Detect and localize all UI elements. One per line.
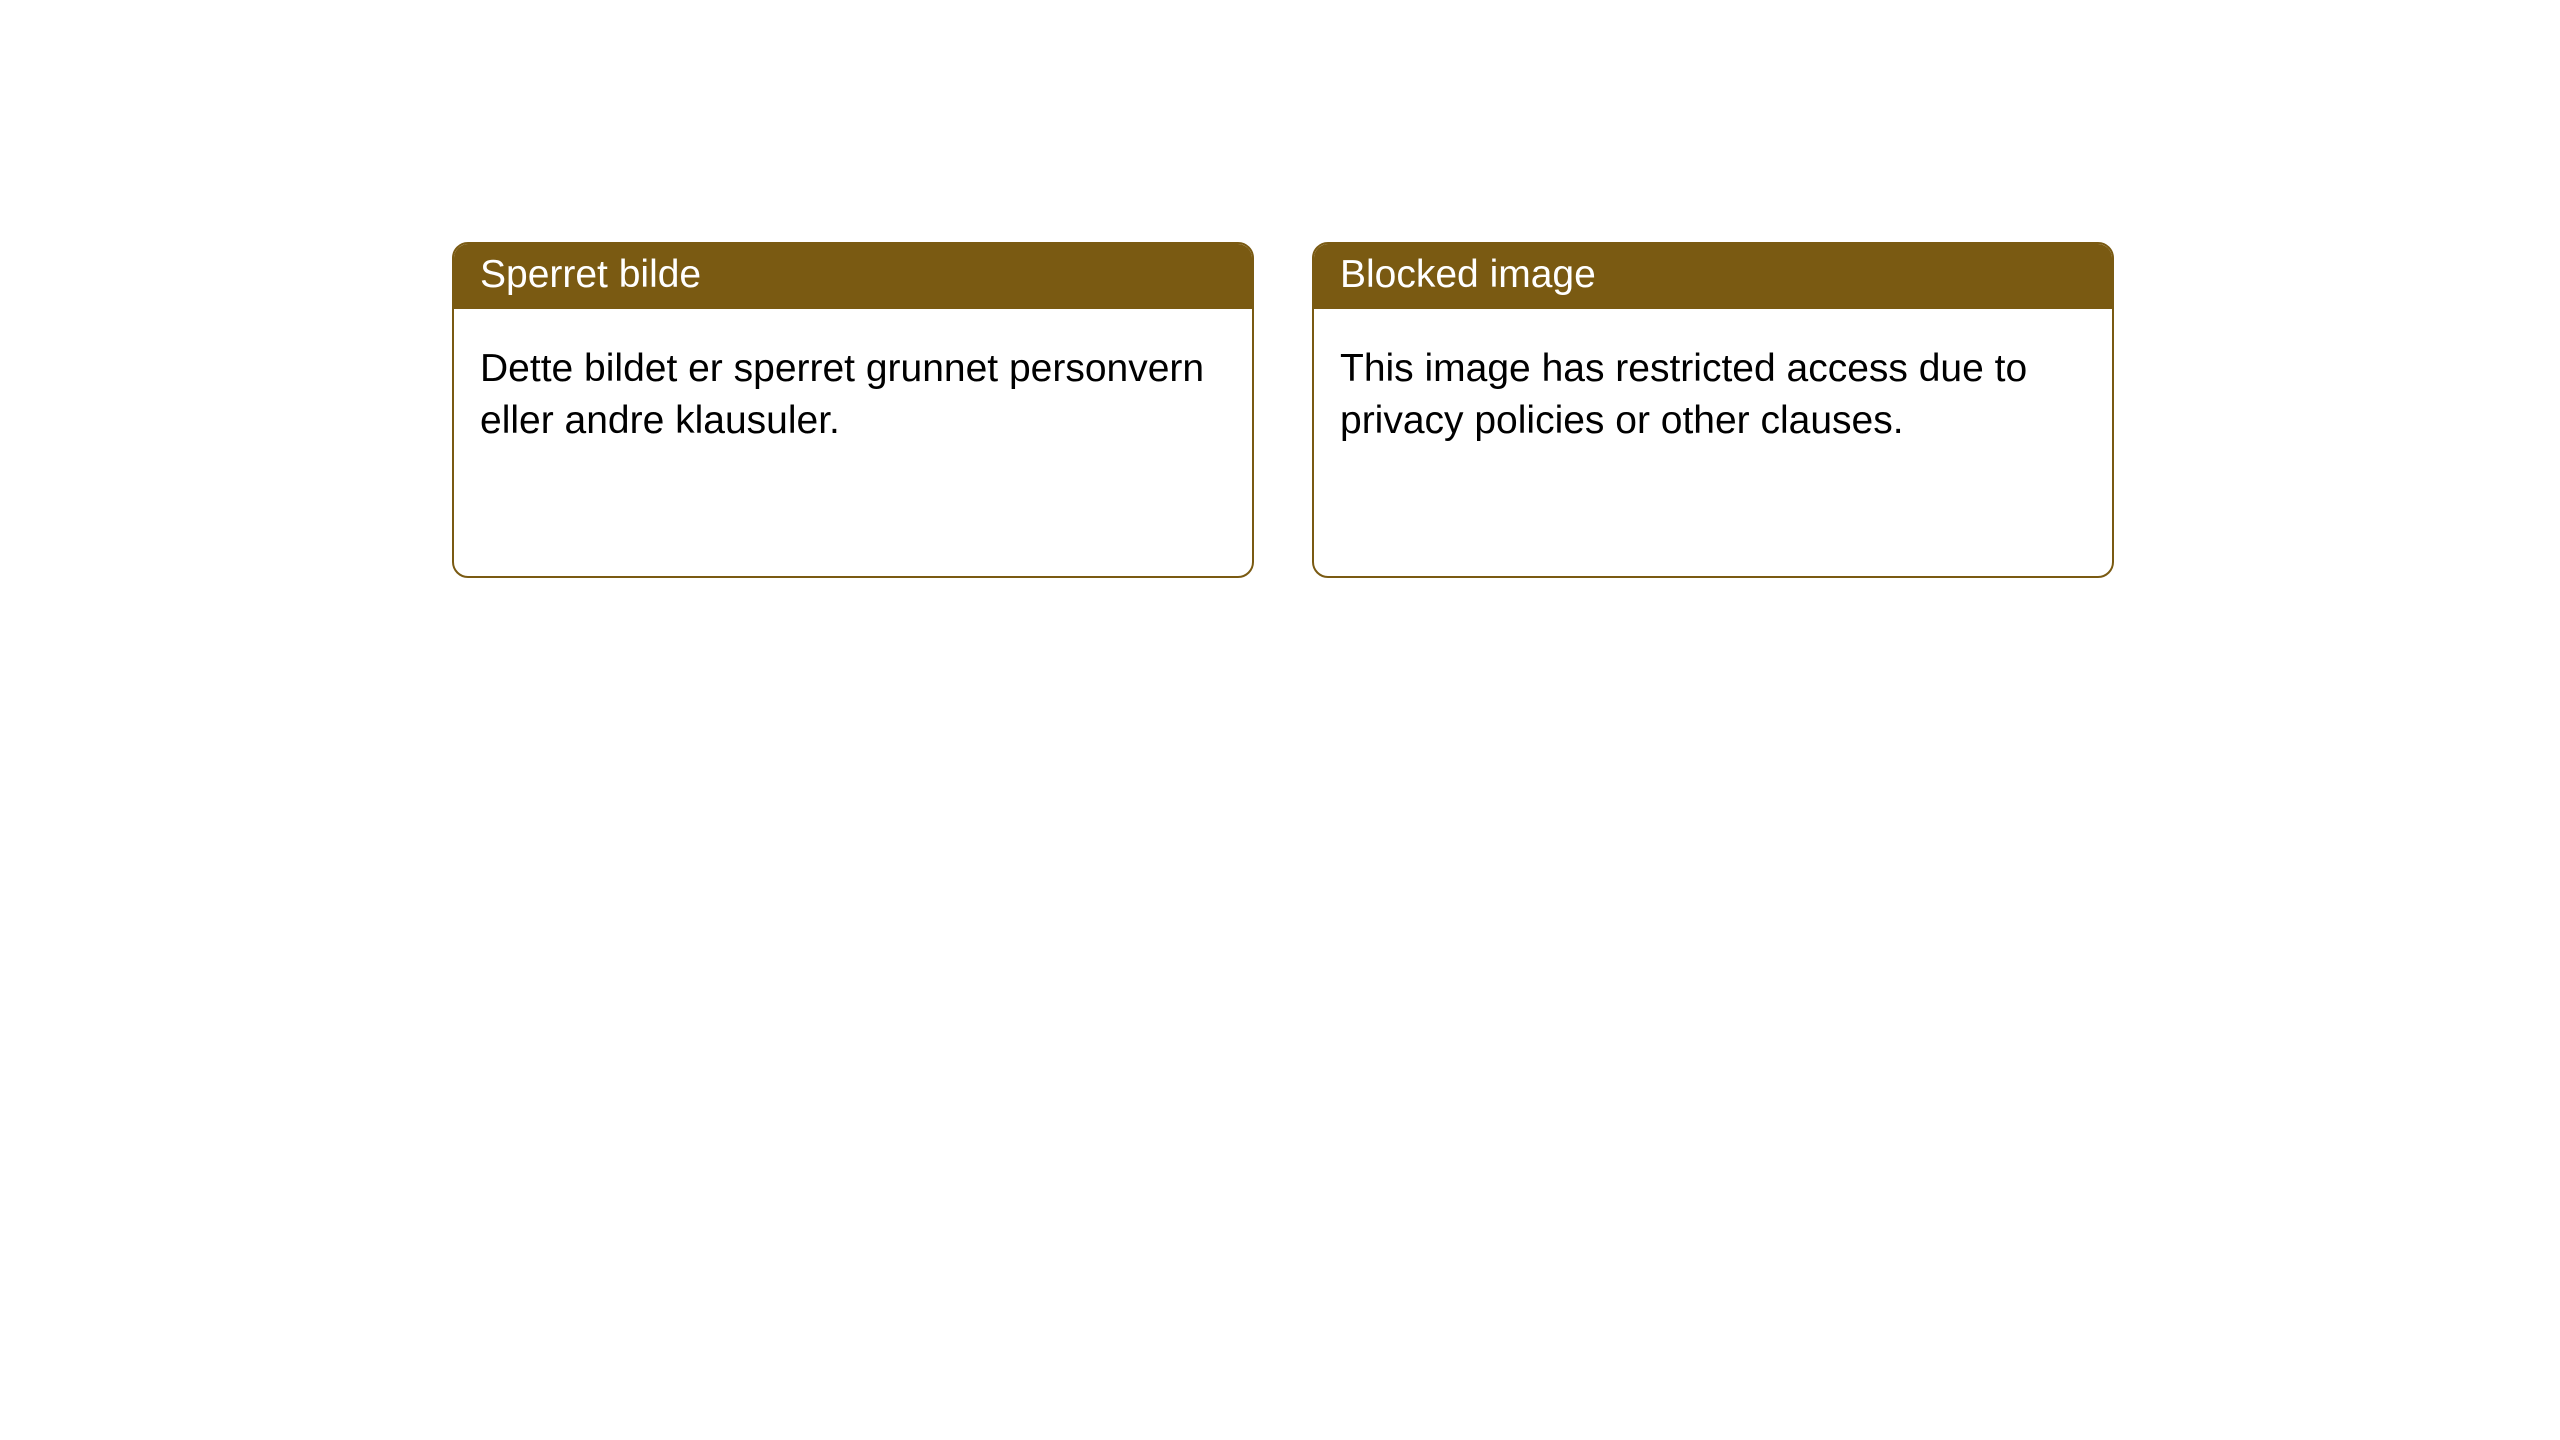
notice-title: Sperret bilde (454, 244, 1252, 309)
notice-card-norwegian: Sperret bilde Dette bildet er sperret gr… (452, 242, 1254, 578)
notice-body: This image has restricted access due to … (1314, 309, 2112, 482)
notice-body: Dette bildet er sperret grunnet personve… (454, 309, 1252, 482)
notice-title: Blocked image (1314, 244, 2112, 309)
notice-container: Sperret bilde Dette bildet er sperret gr… (452, 242, 2560, 578)
notice-card-english: Blocked image This image has restricted … (1312, 242, 2114, 578)
